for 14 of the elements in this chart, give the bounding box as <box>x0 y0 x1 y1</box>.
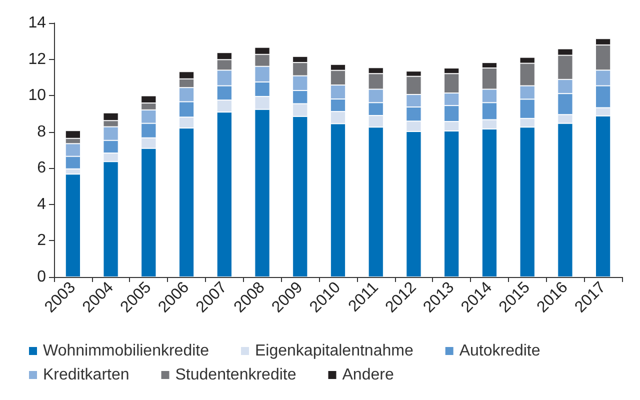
y-tick-label: 4 <box>37 196 46 213</box>
y-tick-label: 14 <box>28 14 46 32</box>
y-tick-label: 6 <box>37 160 46 177</box>
y-tick-label: 8 <box>37 123 46 140</box>
legend-label: Wohnimmobilienkredite <box>43 342 210 360</box>
legend-label: Andere <box>342 366 394 384</box>
y-tick-label: 0 <box>37 268 46 286</box>
y-tick-label: 10 <box>28 87 46 104</box>
legend-label: Kreditkarten <box>43 366 130 384</box>
legend-label: Studentenkredite <box>175 366 296 384</box>
legend-label: Autokredite <box>459 342 540 360</box>
y-tick-label: 12 <box>28 50 46 68</box>
y-tick-label: 2 <box>37 232 46 250</box>
legend-label: Eigenkapitalentnahme <box>255 342 414 360</box>
